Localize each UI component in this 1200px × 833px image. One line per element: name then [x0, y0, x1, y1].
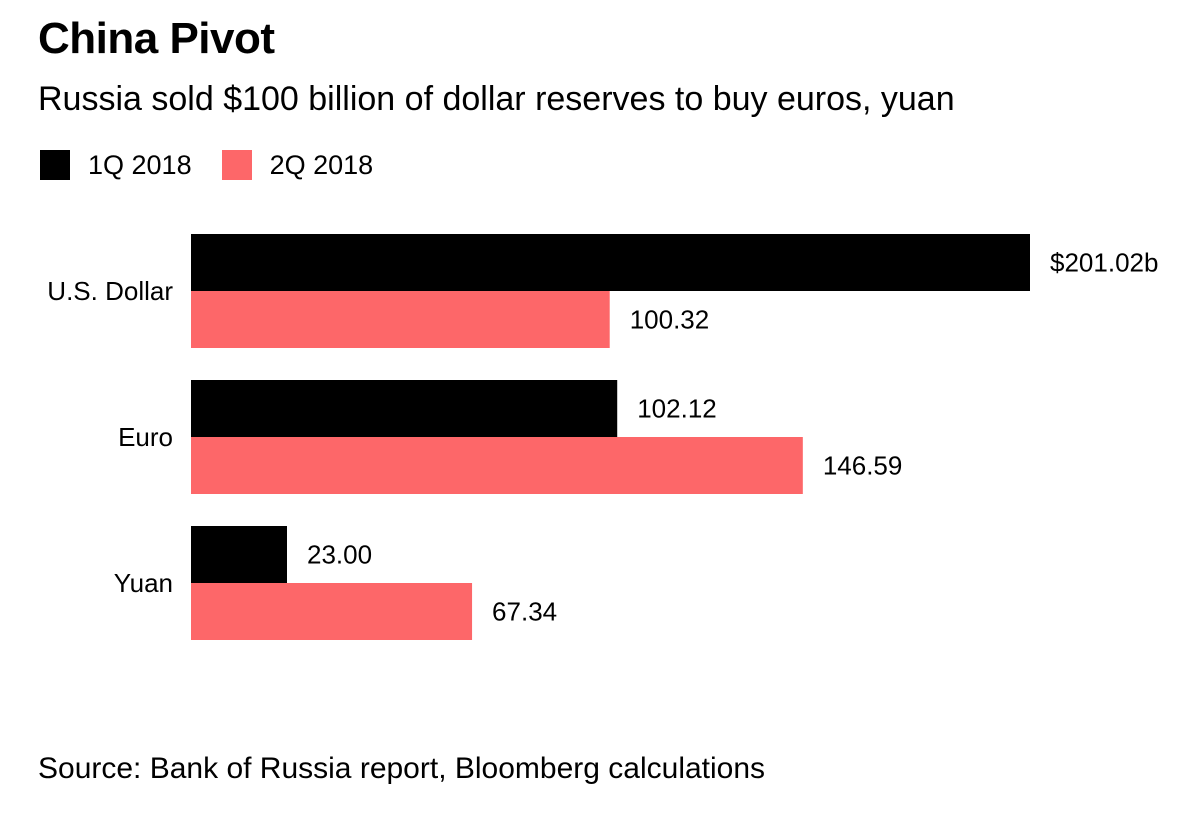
bar-euro-1q-2018 — [191, 380, 618, 437]
data-label-yuan-2q-2018: 67.34 — [492, 597, 557, 627]
data-label-u-s-dollar-1q-2018: $201.02b — [1050, 248, 1158, 278]
legend: 1Q 2018 2Q 2018 — [40, 145, 403, 185]
legend-swatch-2q-2018 — [221, 150, 252, 180]
bar-u-s-dollar-1q-2018 — [191, 234, 1030, 291]
bar-u-s-dollar-2q-2018 — [191, 291, 610, 348]
legend-label-2q-2018: 2Q 2018 — [269, 149, 374, 180]
bar-yuan-1q-2018 — [191, 526, 287, 583]
source-note: Source: Bank of Russia report, Bloomberg… — [38, 752, 766, 785]
data-label-u-s-dollar-2q-2018: 100.32 — [630, 305, 710, 335]
category-label-u-s-dollar: U.S. Dollar — [47, 276, 173, 306]
data-label-euro-2q-2018: 146.59 — [823, 451, 903, 481]
data-label-euro-1q-2018: 102.12 — [637, 394, 717, 424]
bar-yuan-2q-2018 — [191, 583, 473, 640]
bar-chart: U.S. Dollar $201.02b 100.32 Euro 102.12 146.5… — [47, 234, 1158, 640]
legend-item-1q-2018: 1Q 2018 — [40, 150, 192, 181]
legend-label-1q-2018: 1Q 2018 — [88, 149, 192, 180]
category-label-euro: Euro — [118, 422, 173, 452]
data-label-yuan-1q-2018: 23.00 — [307, 540, 372, 570]
legend-item-2q-2018: 2Q 2018 — [221, 149, 374, 181]
chart-subtitle: Russia sold $100 billion of dollar reser… — [38, 80, 955, 118]
bar-euro-2q-2018 — [191, 437, 803, 494]
legend-swatch-1q-2018 — [40, 150, 70, 180]
category-label-yuan: Yuan — [114, 568, 173, 598]
chart-title: China Pivot — [38, 14, 275, 63]
